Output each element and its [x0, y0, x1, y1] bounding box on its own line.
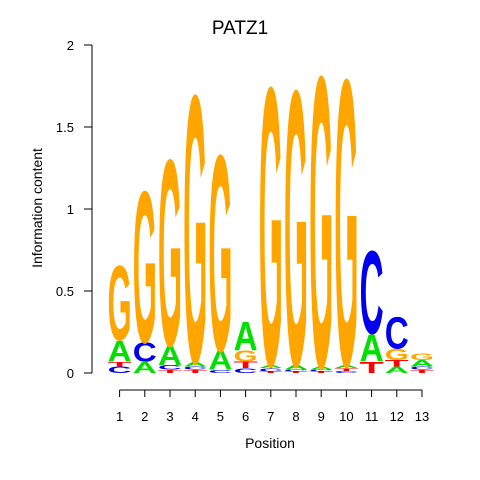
logo-letter-C: C: [208, 369, 232, 374]
logo-letter-A: A: [183, 360, 207, 368]
logo-letter-A: A: [133, 358, 157, 376]
logo-letter-A: A: [334, 364, 358, 369]
x-tick-label: 1: [116, 409, 123, 424]
logo-letter-A: A: [208, 345, 232, 376]
logo-letter-G: G: [259, 4, 283, 450]
logo-letter-G: G: [183, 15, 207, 444]
logo-letter-C: C: [234, 367, 258, 375]
logo-letter-G: G: [410, 351, 434, 361]
logo-letter-T: T: [259, 371, 283, 374]
stack-position-2: ACG: [133, 146, 157, 388]
stack-position-5: CAG: [208, 98, 232, 410]
logo-letter-T: T: [158, 369, 182, 374]
logo-letter-T: T: [284, 371, 308, 374]
logo-letter-T: T: [108, 360, 132, 368]
x-tick-label: 2: [141, 409, 148, 424]
logo-letter-C: C: [360, 227, 384, 359]
logo-letter-A: A: [410, 359, 434, 369]
x-tick-label: 12: [390, 409, 404, 424]
logo-letter-G: G: [334, 0, 358, 452]
x-axis-label: Position: [245, 435, 295, 451]
x-tick-label: 3: [166, 409, 173, 424]
logo-letter-T: T: [410, 369, 434, 374]
logo-letter-G: G: [133, 146, 157, 388]
logo-letter-A: A: [108, 335, 132, 368]
logo-letter-A: A: [385, 365, 409, 375]
logo-letter-T: T: [183, 369, 207, 374]
logo-letter-G: G: [234, 348, 258, 366]
logo-letter-C: C: [309, 369, 333, 372]
logo-letter-G: G: [284, 10, 308, 450]
x-tick-label: 11: [365, 409, 379, 424]
y-axis: 0 0.5 1 1.5 2: [56, 38, 93, 381]
y-tick-label: 0.5: [56, 284, 74, 299]
y-axis-label: Information content: [29, 148, 45, 268]
y-tick-label: 2: [67, 38, 74, 53]
x-tick-label: 6: [242, 409, 249, 424]
y-tick-label: 1: [67, 202, 74, 217]
logo-letter-C: C: [108, 365, 132, 375]
logo-letter-C: C: [133, 337, 157, 368]
logo-letter-A: A: [284, 364, 308, 372]
logo-letter-T: T: [309, 371, 333, 374]
logo-letter-G: G: [108, 244, 132, 364]
logo-letter-C: C: [158, 364, 182, 372]
y-tick-label: 1.5: [56, 120, 74, 135]
x-tick-label: 4: [192, 409, 199, 424]
y-tick-label: 0: [67, 366, 74, 381]
x-tick-label: 8: [292, 409, 299, 424]
logo-letter-A: A: [234, 313, 258, 359]
x-tick-label: 13: [415, 409, 429, 424]
logo-letter-C: C: [259, 368, 283, 373]
x-tick-label: 10: [339, 409, 353, 424]
logo-letter-C: C: [334, 371, 358, 374]
logo-letter-A: A: [259, 364, 283, 369]
logo-letter-A: A: [360, 326, 384, 370]
x-tick-label: 9: [318, 409, 325, 424]
chart-title: PATZ1: [212, 18, 268, 39]
x-tick-label: 5: [217, 409, 224, 424]
logo-letter-C: C: [385, 308, 409, 358]
x-tick-label: 7: [267, 409, 274, 424]
logo-letter-T: T: [360, 359, 384, 377]
x-axis: 1 2 3 4 5 6 7 8 9 10 11 12 13: [116, 389, 429, 424]
logo-letter-A: A: [309, 366, 333, 371]
logo-letter-G: G: [158, 105, 182, 403]
logo-letter-T: T: [234, 360, 259, 370]
logo-letter-G: G: [385, 346, 409, 364]
logo-letter-T: T: [334, 367, 358, 372]
logo-letter-C: C: [410, 366, 434, 371]
stack-position-11: TAC: [360, 227, 384, 376]
logo-letter-G: G: [309, 0, 333, 455]
logo-letter-G: G: [208, 98, 232, 410]
logo-letter-C: C: [183, 366, 207, 371]
logo-letter-T: T: [385, 358, 410, 368]
logo-letter-C: C: [284, 369, 308, 372]
logo-letter-A: A: [158, 341, 182, 372]
